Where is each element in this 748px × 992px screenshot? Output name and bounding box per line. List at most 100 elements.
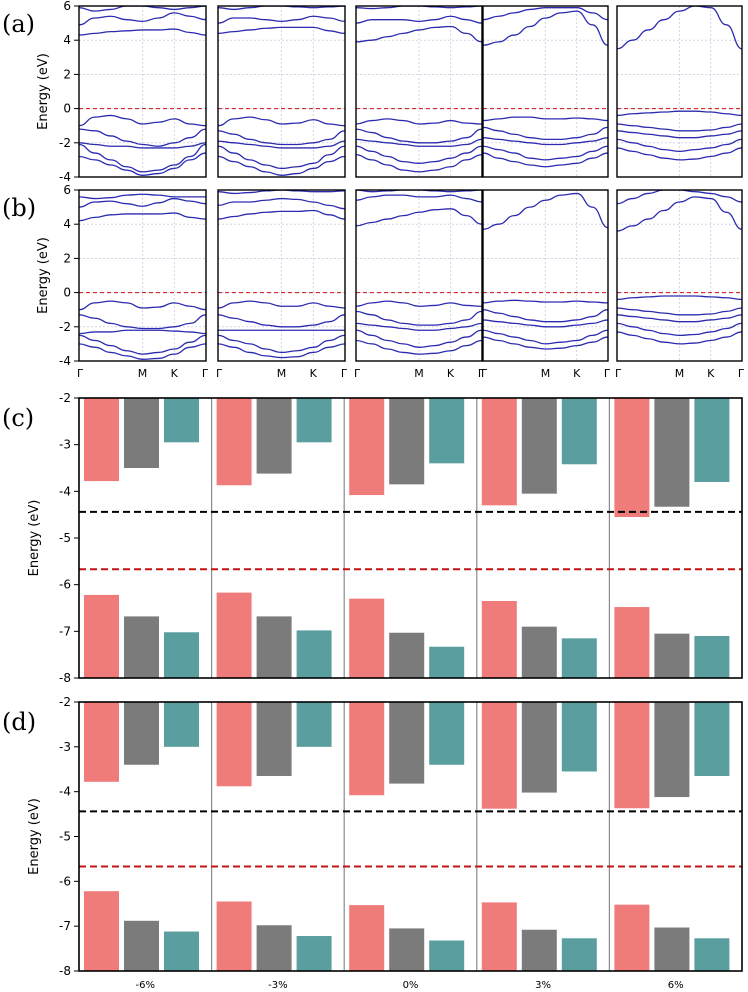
- band-lines: [218, 6, 345, 176]
- k-point-label: Γ: [202, 367, 209, 380]
- cbm-bar: [296, 398, 332, 443]
- cbm-bar: [84, 398, 119, 482]
- band-lines: [79, 6, 206, 176]
- vbm-bar: [481, 601, 517, 678]
- band-line: [218, 190, 345, 195]
- k-point-label: Γ: [341, 367, 348, 380]
- band-line: [617, 130, 742, 139]
- k-point-label: M: [277, 367, 287, 380]
- band-line: [483, 299, 608, 304]
- band-line: [483, 309, 608, 323]
- vbm-bar: [521, 626, 557, 678]
- x-category-label: 6%: [668, 980, 684, 991]
- band-line: [483, 145, 608, 161]
- band-line: [218, 130, 345, 146]
- band-line: [483, 126, 608, 141]
- band-line: [356, 154, 482, 173]
- k-point-label: Γ: [604, 367, 611, 380]
- vbm-bar: [216, 592, 252, 678]
- x-category-label: 3%: [535, 980, 551, 991]
- cbm-bar: [614, 398, 650, 517]
- cbm-bar: [521, 702, 557, 793]
- band-subplot-1: [78, 5, 207, 178]
- k-point-label: K: [310, 367, 318, 380]
- band-line: [218, 145, 345, 170]
- vbm-bar: [654, 927, 690, 971]
- cbm-bar: [694, 702, 730, 776]
- cbm-bar: [296, 702, 332, 747]
- band-line: [483, 116, 608, 122]
- band-lines: [79, 193, 206, 360]
- k-point-label: Γ: [615, 367, 622, 380]
- k-point-label: Γ: [216, 367, 223, 380]
- vbm-bar: [84, 594, 119, 678]
- cbm-bar: [694, 398, 730, 482]
- vbm-bar: [296, 936, 332, 971]
- vbm-bar: [124, 616, 159, 678]
- subplot-frame: [616, 5, 743, 178]
- band-line: [79, 152, 206, 176]
- band-line: [617, 123, 742, 132]
- cbm-bar: [256, 702, 292, 776]
- subplot-frame: [616, 189, 743, 362]
- band-line: [617, 6, 742, 50]
- x-category-label: -3%: [268, 980, 287, 991]
- y-tick-label: -8: [59, 964, 71, 978]
- vbm-bar: [124, 920, 159, 971]
- band-line: [356, 329, 482, 348]
- band-line: [79, 212, 206, 222]
- band-line: [218, 155, 345, 176]
- bar-group-1: [84, 398, 199, 678]
- y-axis-label: Energy (eV): [36, 237, 51, 314]
- subplot-frame: [482, 5, 609, 178]
- panel-label: (b): [2, 194, 36, 222]
- band-line: [79, 193, 206, 200]
- y-tick-label: -6: [59, 874, 71, 888]
- cbm-bar: [164, 398, 199, 443]
- y-tick-label: 2: [63, 251, 71, 265]
- band-line: [79, 314, 206, 330]
- bar-group-3: [343, 398, 465, 678]
- band-line: [218, 26, 345, 35]
- band-lines: [617, 6, 742, 161]
- band-line: [79, 143, 206, 173]
- band-line: [617, 322, 742, 337]
- bar-group-4: 3%: [476, 702, 597, 991]
- plot-frame: [78, 397, 743, 679]
- band-line: [218, 197, 345, 210]
- band-line: [356, 6, 482, 10]
- band-line: [218, 334, 345, 354]
- subplot-frame: [78, 189, 207, 362]
- vbm-bar: [521, 929, 557, 971]
- y-axis-label: Energy (eV): [27, 798, 42, 875]
- y-tick-label: -4: [59, 170, 71, 184]
- plot-frame: [78, 701, 743, 972]
- band-line: [356, 310, 482, 326]
- bar-group-2: [211, 398, 332, 678]
- band-line: [483, 7, 608, 21]
- band-lines: [356, 190, 482, 355]
- band-line: [483, 192, 608, 230]
- vbm-bar: [256, 616, 292, 678]
- cbm-bar: [164, 702, 199, 747]
- band-subplot-5: [616, 5, 743, 178]
- y-tick-label: 6: [63, 183, 71, 197]
- cbm-bar: [124, 702, 159, 765]
- subplot-frame: [355, 189, 483, 362]
- subplot-frame: [355, 5, 483, 178]
- cbm-bar: [481, 702, 517, 809]
- cbm-bar: [614, 702, 650, 809]
- cbm-bar: [561, 702, 597, 772]
- k-point-label: Γ: [478, 367, 485, 380]
- vbm-bar: [481, 902, 517, 971]
- band-line: [79, 329, 206, 335]
- y-tick-label: 0: [63, 286, 71, 300]
- band-line: [617, 307, 742, 316]
- band-line: [79, 28, 206, 36]
- y-axis-label: Energy (eV): [27, 500, 42, 577]
- y-tick-label: -2: [59, 695, 71, 709]
- y-axis-label: Energy (eV): [36, 53, 51, 130]
- band-line: [79, 300, 206, 311]
- vbm-bar: [694, 938, 730, 971]
